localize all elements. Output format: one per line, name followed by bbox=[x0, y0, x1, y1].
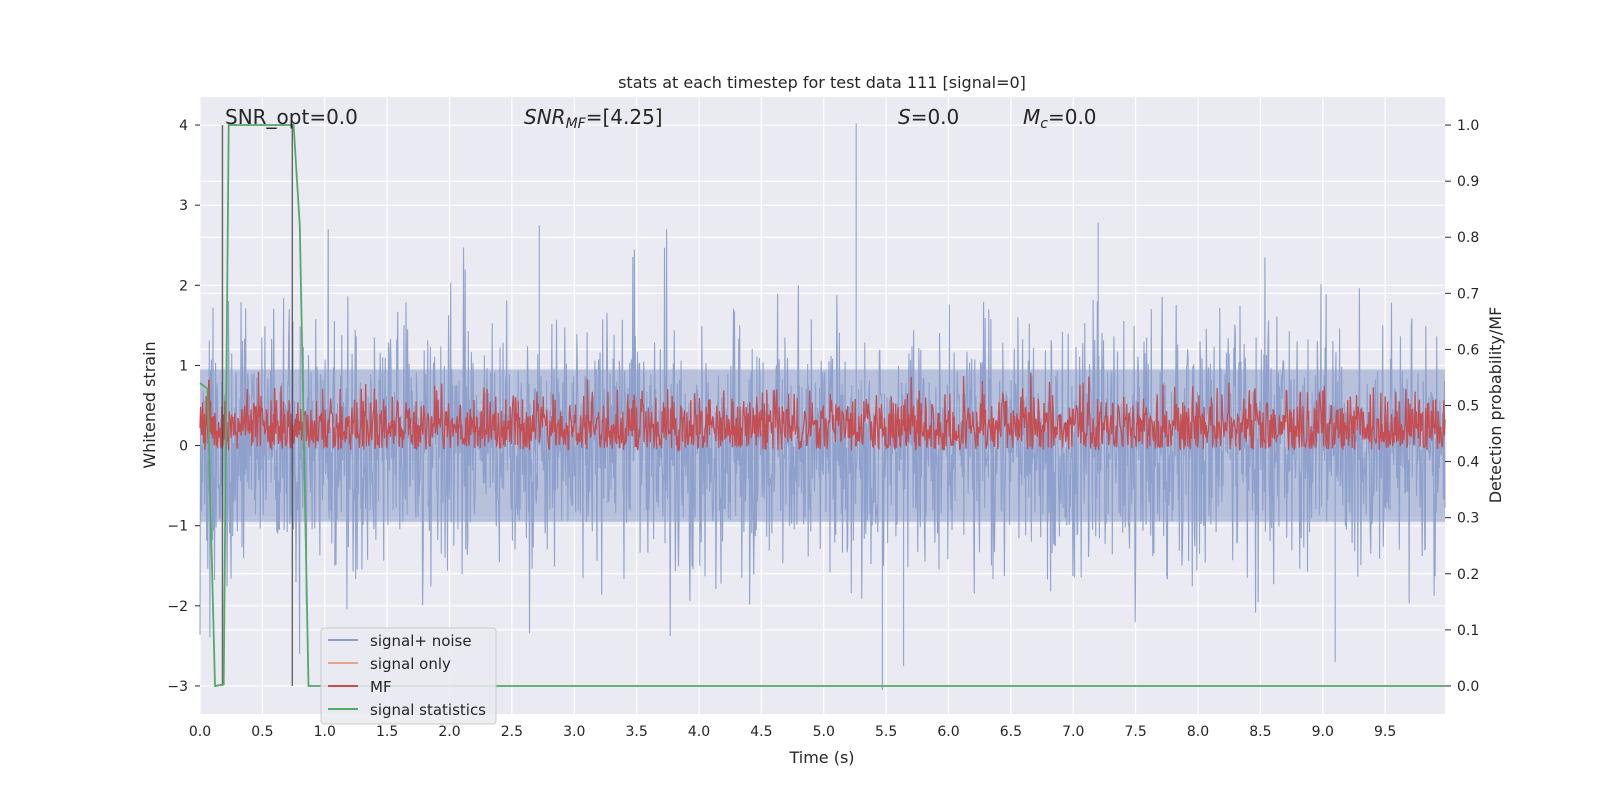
y-left-tick-label: 2 bbox=[179, 278, 188, 294]
signal-noise-core-band bbox=[200, 369, 1445, 522]
signal-statistics-series bbox=[199, 124, 1445, 688]
noise-series bbox=[199, 123, 1446, 690]
x-tick-labels: 0.0 0.5 1.0 1.5 2.0 2.5 3.0 3.5 4.0 4.5 5.0 5.5 6.0 6… bbox=[189, 724, 1396, 740]
y-left-tick-label: −3 bbox=[167, 679, 188, 695]
x-tick-label: 4.5 bbox=[750, 724, 772, 740]
x-tick-label: 9.5 bbox=[1374, 724, 1396, 740]
x-tick-label: 9.0 bbox=[1312, 724, 1334, 740]
y-right-tick-label: 0.9 bbox=[1457, 174, 1479, 190]
y-right-tick-label: 0.0 bbox=[1457, 679, 1479, 695]
snr-opt-annotation: SNR_opt=0.0 bbox=[225, 105, 358, 129]
y-right-tick-label: 1.0 bbox=[1457, 118, 1479, 134]
mc-sub: c bbox=[1040, 116, 1048, 132]
x-tick-label: 2.5 bbox=[501, 724, 523, 740]
y-right-tick-label: 0.5 bbox=[1457, 399, 1479, 415]
y-left-tick-label: 0 bbox=[179, 439, 188, 455]
mf-series bbox=[199, 371, 1446, 453]
legend-label-mf: MF bbox=[370, 678, 392, 696]
legend: signal+ noise signal only MF signal stat… bbox=[320, 627, 497, 725]
y-right-tick-label: 0.8 bbox=[1457, 230, 1479, 246]
y-right-tick-label: 0.4 bbox=[1457, 455, 1479, 471]
y-right-tick-label: 0.2 bbox=[1457, 567, 1479, 583]
x-tick-label: 7.5 bbox=[1124, 724, 1146, 740]
s-value: =0.0 bbox=[911, 105, 960, 129]
chart-title: stats at each timestep for test data 111… bbox=[618, 73, 1026, 92]
signal-statistics-line bbox=[199, 124, 1445, 688]
y-left-tick-label: −2 bbox=[167, 599, 188, 615]
y-left-tick-labels: −3 −2 −1 0 1 2 3 4 bbox=[167, 118, 200, 695]
y-left-tick-label: 4 bbox=[179, 118, 188, 134]
x-tick-label: 0.0 bbox=[189, 724, 211, 740]
y-right-tick-label: 0.6 bbox=[1457, 342, 1479, 358]
legend-label-signal-noise: signal+ noise bbox=[370, 632, 472, 650]
snr-mf-annotation: SNRMF=[4.25] bbox=[524, 105, 663, 132]
legend-box bbox=[320, 627, 497, 725]
y-right-tick-label: 0.7 bbox=[1457, 286, 1479, 302]
y-left-tick-label: 1 bbox=[179, 358, 188, 374]
x-tick-label: 4.0 bbox=[688, 724, 710, 740]
snr-mf-italic: SNR bbox=[524, 105, 566, 129]
x-tick-label: 5.0 bbox=[813, 724, 835, 740]
mc-italic: M bbox=[1023, 105, 1040, 129]
mc-annotation: Mc=0.0 bbox=[1023, 105, 1097, 132]
x-tick-label: 6.0 bbox=[937, 724, 959, 740]
x-tick-label: 2.0 bbox=[438, 724, 460, 740]
x-tick-label: 3.5 bbox=[625, 724, 647, 740]
x-tick-label: 8.0 bbox=[1187, 724, 1209, 740]
x-tick-label: 6.5 bbox=[1000, 724, 1022, 740]
x-tick-label: 1.5 bbox=[376, 724, 398, 740]
y-left-tick-label: 3 bbox=[179, 198, 188, 214]
snr-mf-sub: MF bbox=[566, 116, 587, 132]
x-tick-label: 7.0 bbox=[1062, 724, 1084, 740]
legend-label-signal-only: signal only bbox=[370, 655, 451, 673]
y-right-axis-label: Detection probability/MF bbox=[1486, 307, 1505, 504]
y-right-tick-labels: 0.0 0.1 0.2 0.3 0.4 0.5 0.6 0.7 0.8 0.9 1.0 bbox=[1445, 118, 1479, 695]
snr-mf-value: =[4.25] bbox=[586, 105, 663, 129]
mc-value: =0.0 bbox=[1048, 105, 1097, 129]
x-tick-label: 8.5 bbox=[1249, 724, 1271, 740]
x-tick-label: 5.5 bbox=[875, 724, 897, 740]
x-tick-label: 1.0 bbox=[314, 724, 336, 740]
y-left-tick-label: −1 bbox=[167, 519, 188, 535]
x-tick-label: 3.0 bbox=[563, 724, 585, 740]
s-annotation: S=0.0 bbox=[898, 105, 959, 129]
vline-layer bbox=[221, 125, 294, 686]
s-italic: S bbox=[898, 105, 911, 129]
legend-label-signal-statistics: signal statistics bbox=[370, 701, 486, 719]
y-right-tick-label: 0.3 bbox=[1457, 511, 1479, 527]
y-left-axis-label: Whitened strain bbox=[140, 341, 159, 468]
x-tick-label: 0.5 bbox=[251, 724, 273, 740]
y-right-tick-label: 0.1 bbox=[1457, 623, 1479, 639]
mf-line bbox=[199, 371, 1446, 453]
x-axis-label: Time (s) bbox=[788, 748, 854, 767]
